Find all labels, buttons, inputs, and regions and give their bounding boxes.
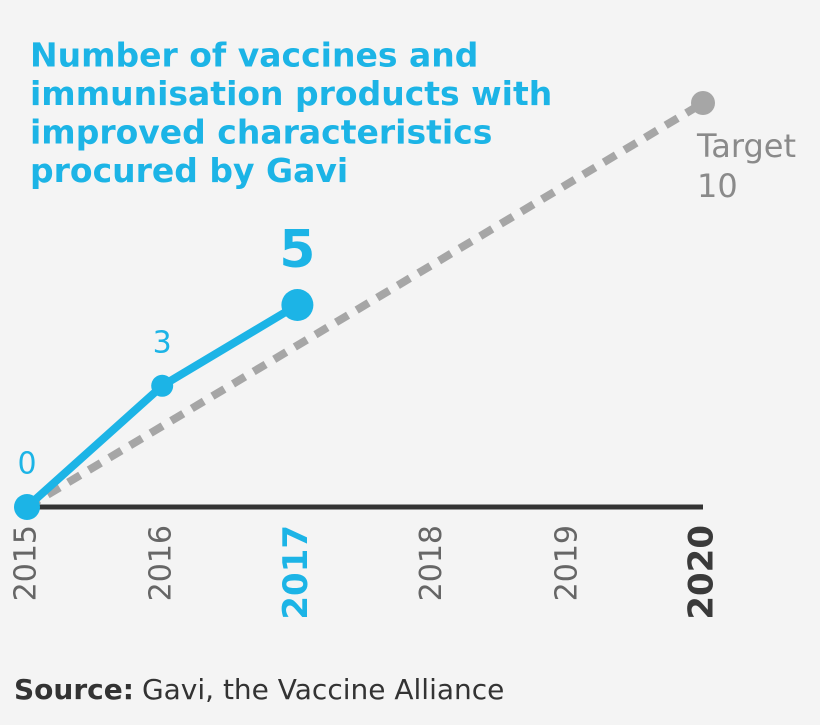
series-name: Target [696,127,796,165]
value-label: 0 [17,447,36,482]
x-tick-label: 2019 [549,525,584,601]
x-tick-label: 2016 [144,525,179,601]
value-label: 10 [697,167,738,205]
source-label: Source: [14,673,134,706]
point [691,91,715,115]
title-line: immunisation products with [30,74,552,113]
source-text: Gavi, the Vaccine Alliance [142,673,504,706]
series-line [24,99,706,511]
point [281,289,314,321]
x-tick-label: 2020 [682,525,722,620]
source: Source: Gavi, the Vaccine Alliance [14,673,504,706]
x-tick-label: 2017 [276,525,316,620]
point [14,494,40,520]
title-line: improved characteristics [30,113,492,152]
x-tick-label: 2018 [414,525,449,601]
value-label: 3 [153,325,172,360]
title-line: procured by Gavi [30,151,348,190]
point [151,374,174,397]
value-label: 5 [279,220,315,280]
x-tick-label: 2015 [9,525,44,601]
title-line: Number of vaccines and [30,36,478,75]
